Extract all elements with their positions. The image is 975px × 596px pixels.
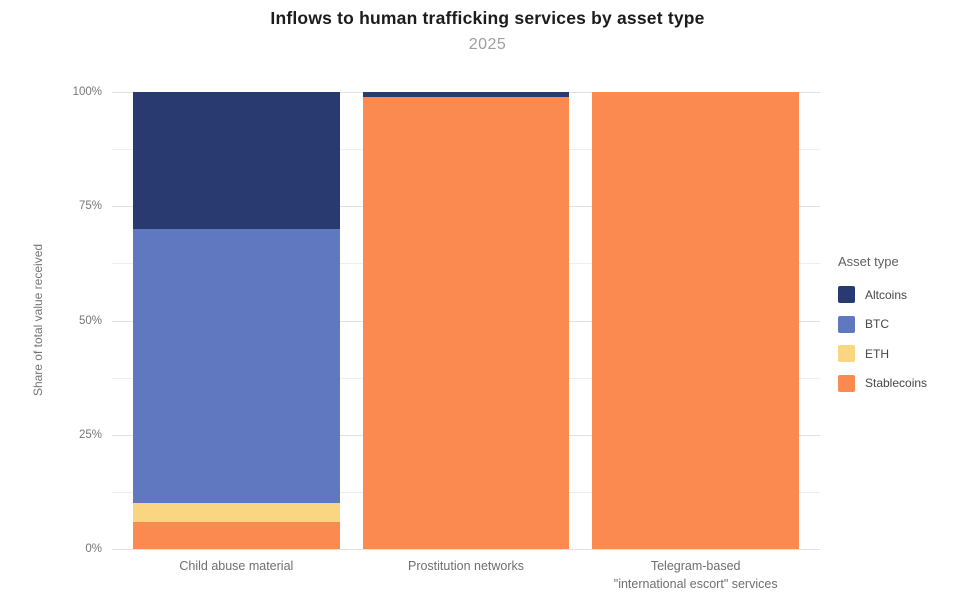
x-axis-labels: Child abuse material Prostitution networ…: [112, 557, 820, 593]
btc-swatch-icon: [838, 315, 855, 333]
legend-label-stablecoins: Stablecoins: [865, 376, 928, 390]
bar-1: [362, 92, 570, 549]
chart-subtitle: 2025: [468, 36, 507, 53]
bar-segment-eth-0: [133, 503, 340, 522]
eth-swatch-icon: [838, 345, 855, 362]
chart-title: Inflows to human trafficking services by…: [270, 8, 705, 28]
y-tick-100: 100%: [72, 86, 102, 98]
plot-area: [112, 92, 820, 550]
bar-2: [592, 92, 800, 549]
bar-segment-btc-0: [133, 229, 340, 504]
bar-segment-altcoins-0: [133, 92, 340, 230]
y-axis-tick-labels: 0% 25% 50% 75% 100%: [40, 86, 107, 555]
legend-label-eth: ETH: [865, 346, 889, 361]
bar-group: [112, 92, 820, 549]
y-tick-50: 50%: [78, 314, 102, 327]
bar-0: [133, 92, 340, 549]
legend-item-altcoins: Altcoins: [838, 286, 927, 303]
bar-segment-stablecoins-2: [592, 92, 800, 549]
x-label-telegram-escort-services: Telegram-based "international escort" se…: [613, 559, 778, 592]
x-label-child-abuse-material: Child abuse material: [179, 559, 294, 573]
x-label-prostitution-networks: Prostitution networks: [407, 559, 525, 573]
y-tick-75: 75%: [78, 200, 102, 213]
legend: Asset type Altcoins BTC ETH Stablecoins: [838, 254, 927, 404]
legend-item-eth: ETH: [838, 345, 927, 362]
stablecoins-swatch-icon: [838, 374, 855, 392]
y-tick-0: 0%: [85, 543, 102, 555]
legend-title: Asset type: [838, 254, 899, 269]
bar-segment-stablecoins-0: [133, 521, 340, 549]
legend-label-btc: BTC: [865, 317, 889, 331]
legend-label-altcoins: Altcoins: [865, 287, 908, 302]
altcoins-swatch-icon: [838, 286, 855, 303]
y-tick-25: 25%: [78, 428, 102, 441]
bar-segment-altcoins-1: [362, 92, 570, 97]
legend-item-btc: BTC: [838, 315, 927, 333]
bar-segment-stablecoins-1: [362, 96, 570, 549]
gridline-major-0: [112, 549, 820, 550]
legend-item-stablecoins: Stablecoins: [838, 374, 928, 392]
